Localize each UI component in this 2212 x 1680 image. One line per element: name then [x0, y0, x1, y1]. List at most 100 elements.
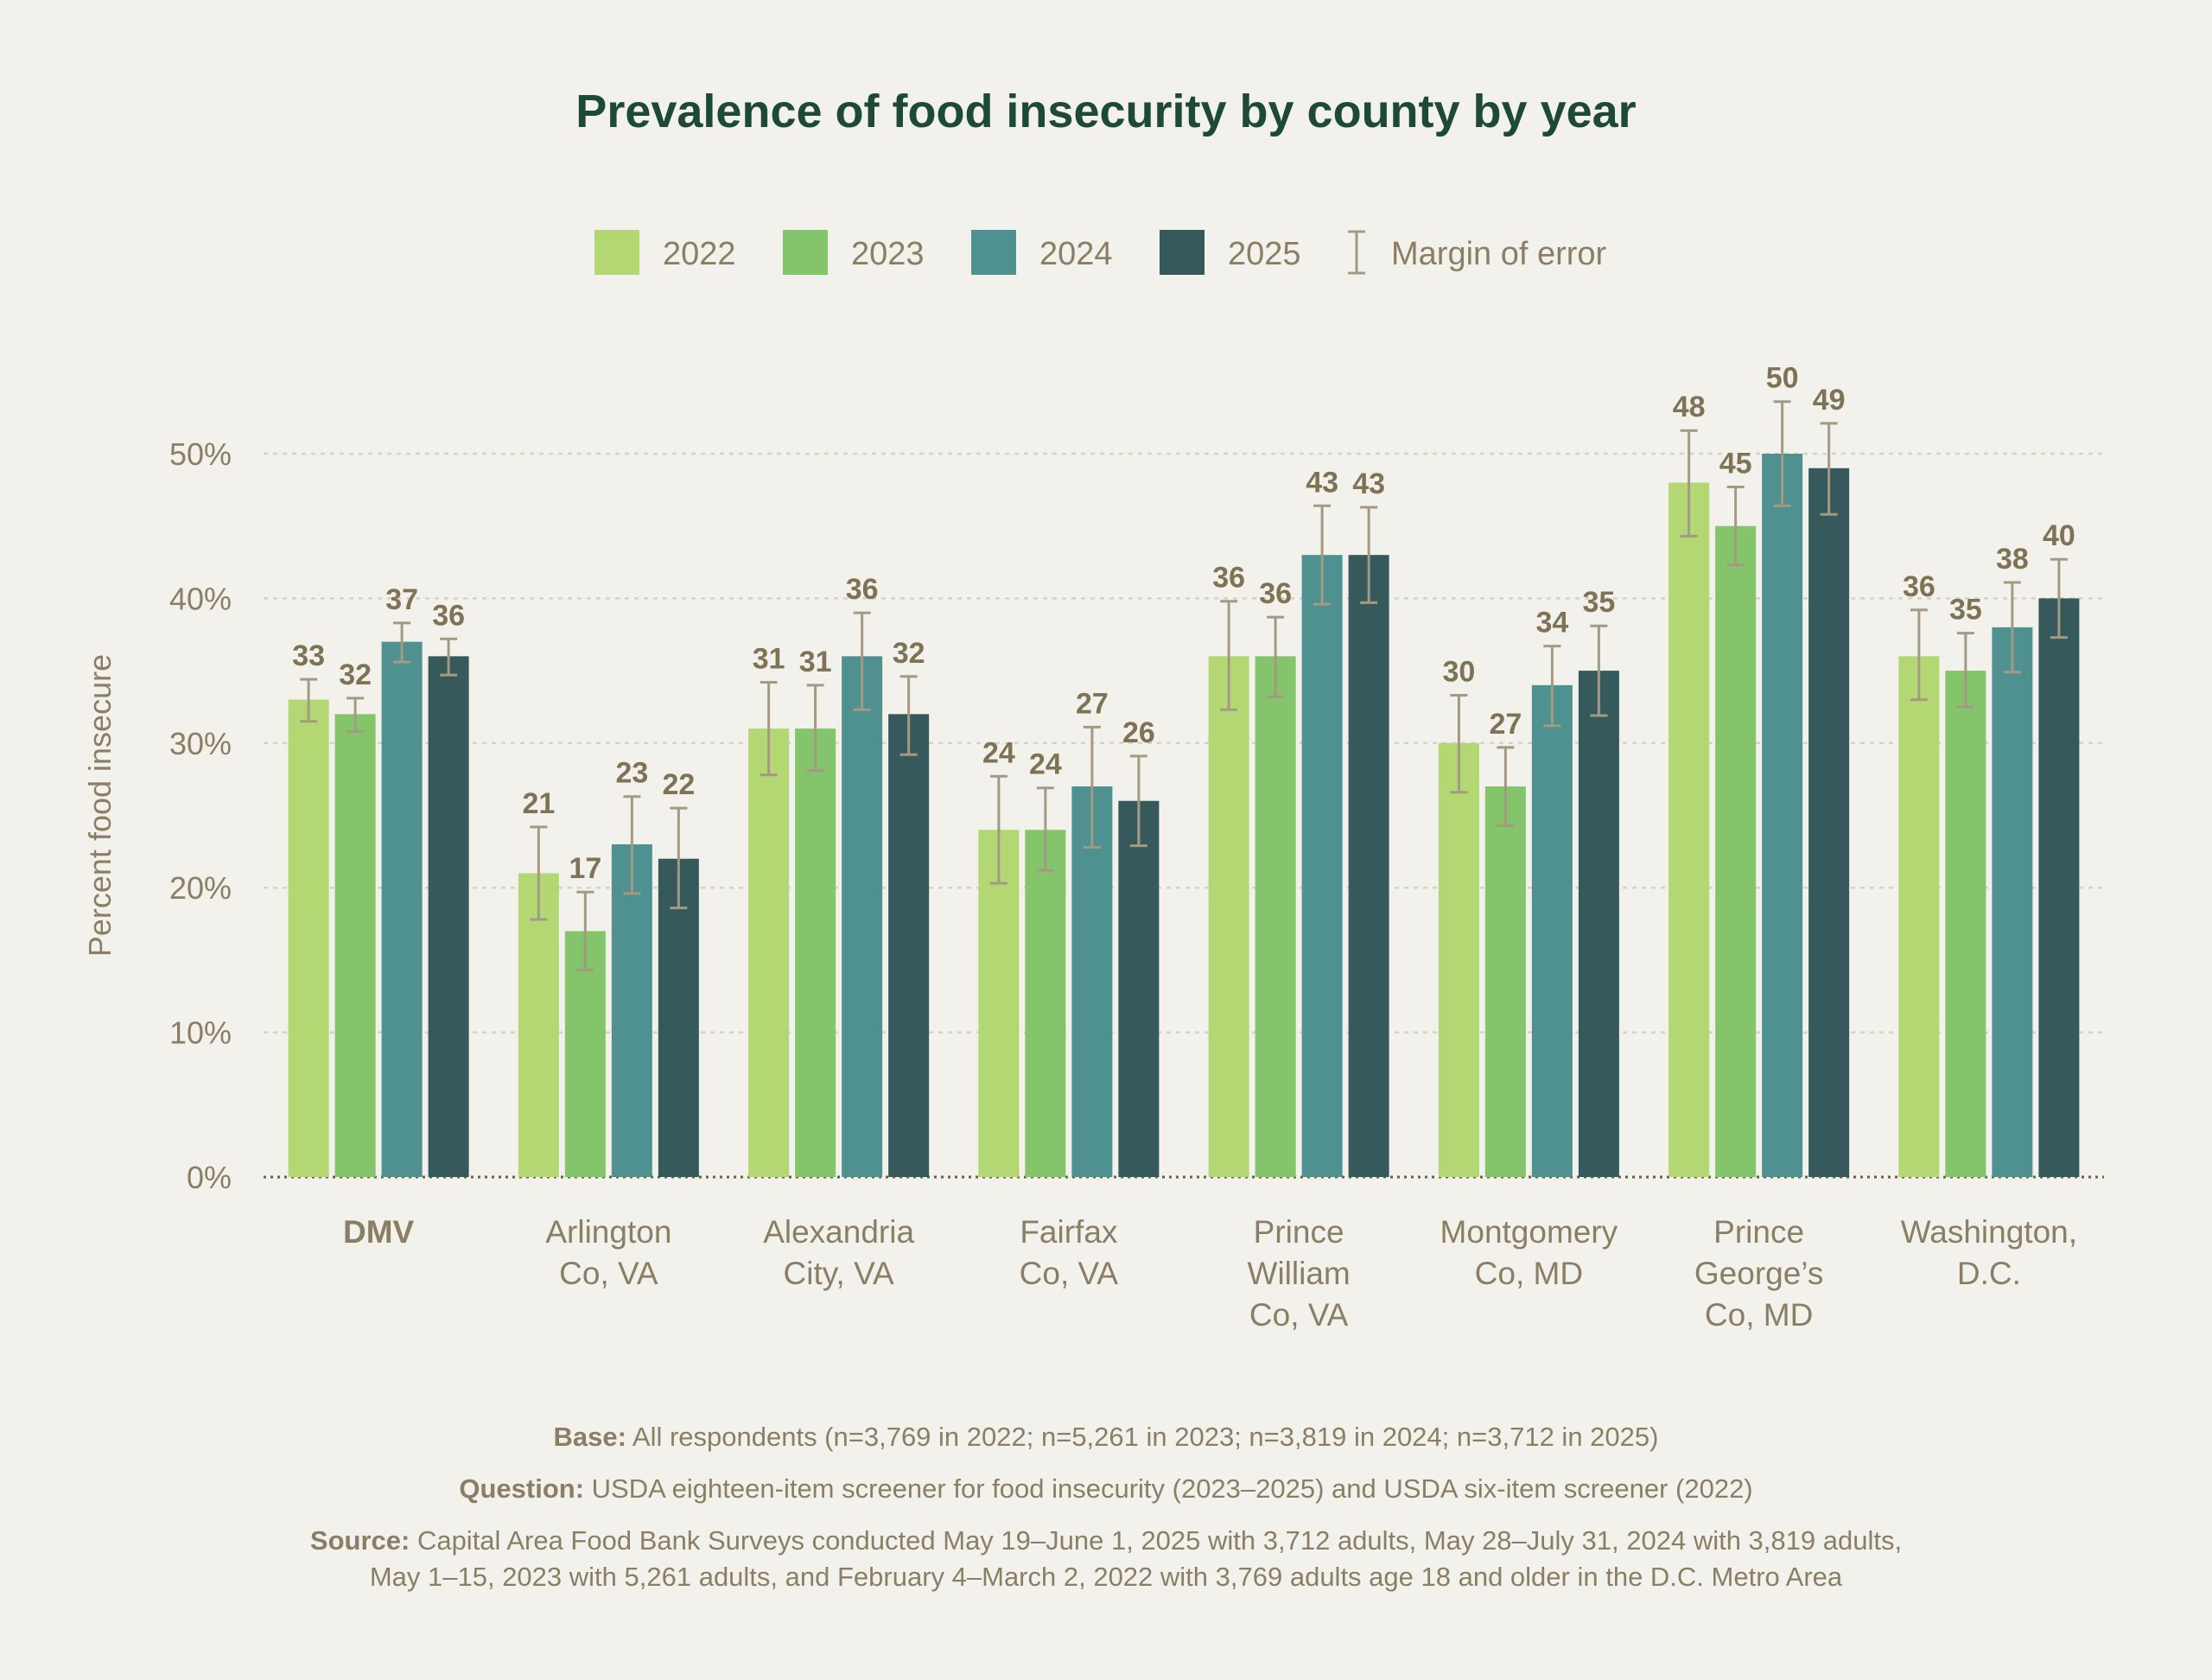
x-tick-label-line: Co, MD	[1705, 1297, 1813, 1333]
legend-swatch	[1160, 230, 1205, 275]
bar	[1025, 830, 1066, 1177]
bar	[1071, 786, 1113, 1177]
x-tick-label: Fairfax Co, VA	[1020, 1214, 1119, 1291]
y-tick-label: 50%	[169, 436, 232, 472]
value-label: 36	[846, 573, 879, 606]
y-axis: 0% 10% 20% 30% 40% 50% Percent food insecure	[82, 436, 2104, 1195]
x-tick-label-line: Alexandria	[763, 1214, 914, 1250]
x-tick-label: Arlington Co, VA	[545, 1214, 671, 1291]
bar	[1898, 656, 1940, 1177]
value-label: 27	[1489, 708, 1522, 741]
value-label: 26	[1122, 716, 1155, 749]
value-label: 31	[799, 646, 832, 678]
value-label: 35	[1949, 594, 1982, 627]
value-label: 36	[1212, 562, 1245, 595]
bar	[334, 714, 376, 1177]
value-label: 36	[1903, 570, 1936, 603]
value-label: 35	[1582, 586, 1615, 619]
bar	[288, 699, 329, 1177]
value-label: 21	[522, 787, 555, 820]
bar	[1438, 742, 1479, 1177]
x-tick-label-line: Washington,	[1901, 1214, 2077, 1250]
y-tick-label: 20%	[169, 870, 232, 906]
bar	[428, 656, 469, 1177]
value-label: 34	[1535, 607, 1568, 640]
value-label: 37	[385, 583, 418, 616]
base-text: All respondents (n=3,769 in 2022; n=5,26…	[626, 1422, 1659, 1452]
bar	[1669, 482, 1710, 1177]
source-text-2: May 1–15, 2023 with 5,261 adults, and Fe…	[369, 1562, 1843, 1592]
value-label: 36	[432, 599, 465, 632]
question-note: Question: USDA eighteen-item screener fo…	[0, 1471, 2212, 1507]
bar	[1118, 800, 1160, 1177]
x-tick-label: Alexandria City, VA	[763, 1214, 914, 1291]
legend-swatch	[594, 230, 639, 275]
legend-swatch	[783, 230, 828, 275]
value-label: 40	[2043, 519, 2075, 552]
value-label: 38	[1996, 543, 2029, 576]
legend-swatch	[971, 230, 1016, 275]
source-text: Capital Area Food Bank Surveys conducted…	[410, 1525, 1903, 1556]
bar	[1762, 454, 1803, 1177]
y-tick-label: 40%	[169, 581, 232, 616]
error-bars	[300, 400, 2068, 972]
bar	[564, 931, 606, 1177]
bar	[381, 641, 423, 1177]
bar	[1348, 555, 1389, 1177]
bar	[748, 729, 790, 1177]
bar	[1531, 684, 1573, 1177]
value-label: 50	[1766, 362, 1799, 395]
legend-label: 2024	[1039, 236, 1113, 272]
x-tick-label-line: Co, VA	[1020, 1256, 1119, 1291]
bar	[1255, 656, 1296, 1177]
value-label: 43	[1352, 468, 1385, 500]
x-tick-label-line: Fairfax	[1020, 1214, 1118, 1250]
bar	[658, 858, 699, 1177]
legend-label: 2025	[1228, 236, 1301, 272]
x-tick-label-line: Prince	[1254, 1214, 1344, 1250]
x-tick-label: Washington, D.C.	[1901, 1214, 2077, 1291]
x-tick-label-line: Montgomery	[1440, 1214, 1618, 1250]
value-label: 24	[982, 736, 1015, 769]
value-label: 32	[893, 637, 925, 670]
bar	[1301, 555, 1343, 1177]
value-label: 36	[1259, 577, 1292, 610]
base-label: Base:	[553, 1422, 626, 1452]
value-label: 27	[1076, 687, 1109, 720]
x-tick-label-line: DMV	[343, 1214, 415, 1250]
value-label: 32	[339, 659, 372, 691]
question-text: USDA eighteen-item screener for food ins…	[584, 1473, 1753, 1504]
source-note: Source: Capital Area Food Bank Surveys c…	[0, 1523, 2212, 1595]
y-tick-label: 0%	[187, 1160, 232, 1195]
bar	[795, 729, 836, 1177]
x-tick-label-line: Co, VA	[1249, 1297, 1349, 1333]
bar	[1715, 525, 1757, 1177]
value-label: 43	[1306, 466, 1338, 499]
x-tick-label: DMV	[343, 1214, 415, 1250]
value-label: 31	[753, 642, 785, 675]
x-tick-label: Montgomery Co, MD	[1440, 1214, 1618, 1291]
bar	[2038, 598, 2080, 1177]
y-axis-title: Percent food insecure	[82, 654, 118, 957]
legend-label: 2023	[851, 236, 925, 272]
value-label: 48	[1673, 391, 1706, 423]
x-tick-label-line: City, VA	[784, 1256, 894, 1291]
x-tick-label: Prince William Co, VA	[1248, 1214, 1351, 1333]
x-tick-label-line: Co, MD	[1475, 1256, 1583, 1291]
y-tick-label: 10%	[169, 1015, 232, 1051]
bar	[1484, 786, 1526, 1177]
value-label: 23	[615, 757, 648, 790]
y-tick-label: 30%	[169, 726, 232, 761]
x-tick-label-line: George’s	[1694, 1256, 1823, 1291]
x-tick-label: Prince George’s Co, MD	[1694, 1214, 1823, 1333]
bar	[1808, 468, 1850, 1177]
base-note: Base: All respondents (n=3,769 in 2022; …	[0, 1419, 2212, 1455]
bar	[978, 830, 1020, 1177]
legend-label: 2022	[663, 236, 736, 272]
bar	[518, 873, 559, 1177]
x-tick-label-line: Prince	[1713, 1214, 1804, 1250]
legend: 2022 2023 2024 2025 Margin of error	[594, 230, 1607, 275]
value-label: 49	[1813, 384, 1846, 417]
bar	[1945, 671, 1986, 1177]
